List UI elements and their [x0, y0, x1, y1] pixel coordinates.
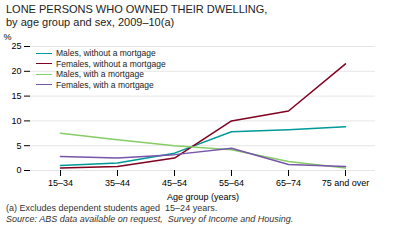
html-text:Males, without a mortgage: Males, without a mortgage — [56, 48, 156, 58]
svg-text:15–34: 15–34 — [48, 178, 73, 188]
html-text:by age group and sex, 2009–10(: by age group and sex, 2009–10(a) — [6, 16, 175, 28]
svg-text:0: 0 — [16, 165, 21, 175]
svg-text:5: 5 — [16, 141, 21, 151]
svg-text:25: 25 — [11, 41, 21, 51]
html-text:Males, with a mortgage: Males, with a mortgage — [56, 69, 144, 79]
svg-text:65–74: 65–74 — [276, 178, 301, 188]
svg-text:20: 20 — [11, 66, 21, 76]
svg-text:%: % — [4, 32, 12, 42]
svg-text:35–44: 35–44 — [105, 178, 130, 188]
svg-text:45–54: 45–54 — [162, 178, 187, 188]
svg-text:75 and over: 75 and over — [322, 178, 370, 188]
html-text:LONE PERSONS WHO OWNED THEIR D: LONE PERSONS WHO OWNED THEIR DWELLING, — [6, 3, 268, 15]
html-text:Females, with a mortgage: Females, with a mortgage — [56, 79, 154, 90]
html-text:Source: ABS data available on: Source: ABS data available on request, S… — [6, 214, 294, 224]
html-text:Females, without a mortgage: Females, without a mortgage — [56, 58, 166, 69]
svg-text:15: 15 — [11, 91, 21, 101]
svg-text:10: 10 — [11, 116, 21, 126]
svg-text:55–64: 55–64 — [219, 178, 244, 188]
html-text:(a) Excludes dependent student: (a) Excludes dependent students aged 15–… — [6, 203, 218, 213]
svg-text:Age group (years): Age group (years) — [167, 192, 239, 202]
